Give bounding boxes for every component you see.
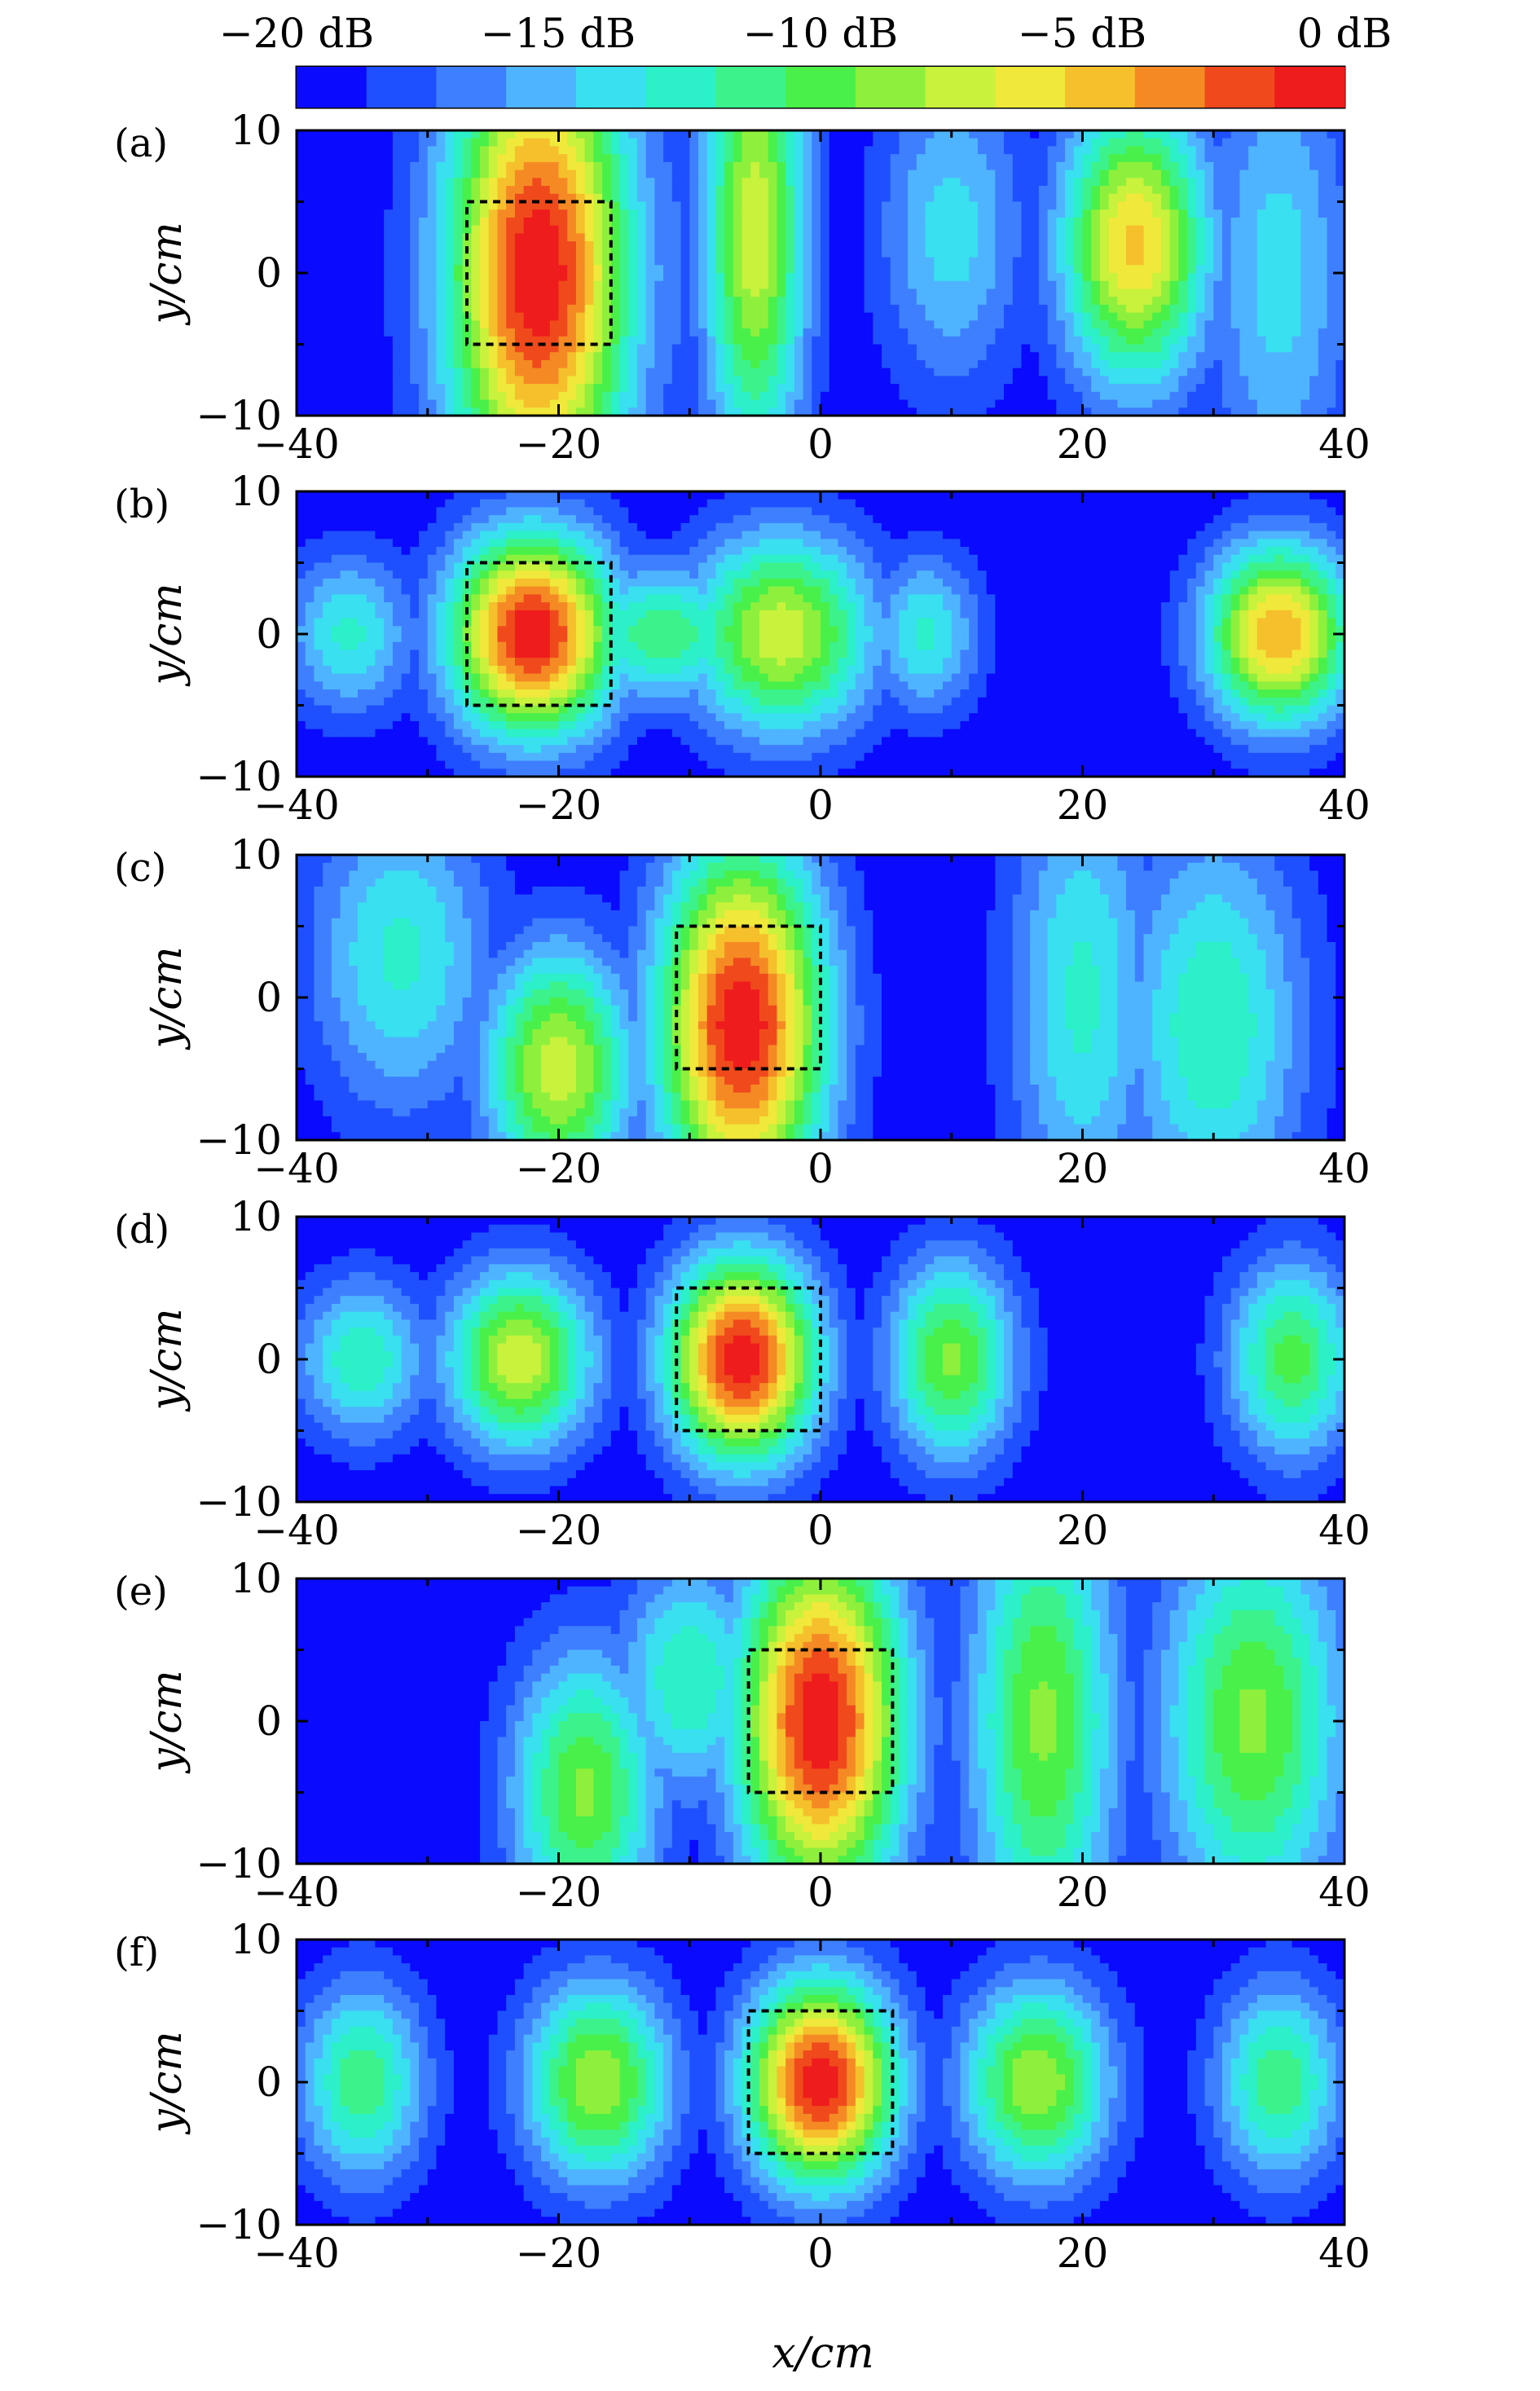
y-tick-label: −10 [196,1840,282,1887]
y-axis-title: y/cm [143,222,191,325]
colorbar-band [576,67,647,108]
x-tick-label: −20 [516,1869,602,1916]
x-tick-label: −20 [516,782,602,829]
x-tick-label: 40 [1318,421,1371,468]
x-tick-label: 0 [807,1869,834,1916]
y-axis-title: y/cm [143,1670,191,1773]
x-tick-label: 40 [1318,1145,1371,1192]
x-tick-label: 20 [1057,421,1109,468]
colorbar-band [715,67,786,108]
x-axis-title: x/cm [772,2329,873,2378]
y-tick-label: 0 [256,2059,282,2106]
heatmap-field [297,130,1345,416]
colorbar-label-4: −5 dB [1018,10,1146,57]
x-tick-label: 40 [1318,1507,1371,1554]
panel-tag: (c) [114,845,166,891]
panel-tag: (e) [114,1569,168,1614]
colorbar-band [367,67,438,108]
colorbar-band [1205,67,1276,108]
colorbar-band [926,67,997,108]
panel-tag: (b) [114,482,169,527]
y-axis-title: y/cm [143,946,191,1050]
x-tick-label: −20 [516,2230,602,2277]
panel-tag: (a) [114,121,168,166]
x-tick-label: 20 [1057,782,1109,829]
x-tick-label: 0 [807,421,834,468]
panel-tag: (d) [114,1207,169,1253]
y-tick-label: −10 [196,1116,282,1164]
y-tick-label: 0 [256,249,282,297]
y-tick-label: 0 [256,974,282,1021]
y-axis-title: y/cm [143,583,191,686]
colorbar-band [1274,67,1345,108]
heatmap-field [297,1579,1345,1865]
x-tick-label: 0 [807,2230,834,2277]
x-tick-label: 20 [1057,2230,1109,2277]
x-tick-label: 20 [1057,1869,1109,1916]
colorbar-band [1135,67,1206,108]
y-axis-title: y/cm [143,2031,191,2134]
y-tick-label: 0 [256,1697,282,1745]
x-tick-label: 20 [1057,1507,1109,1554]
colorbar-band [297,67,367,108]
x-tick-label: 0 [807,1507,834,1554]
colorbar: −20 dB −15 dB −10 dB −5 dB 0 dB [219,10,1392,108]
x-tick-label: 0 [807,1145,834,1192]
y-tick-label: 10 [230,1916,282,1963]
x-tick-label: −20 [516,421,602,468]
colorbar-band [646,67,717,108]
y-tick-label: 10 [230,107,282,154]
y-tick-label: 10 [230,831,282,878]
y-tick-label: 10 [230,1555,282,1602]
y-tick-label: −10 [196,753,282,800]
y-tick-label: −10 [196,2201,282,2248]
colorbar-label-3: −10 dB [743,10,898,57]
colorbar-label-2: −15 dB [481,10,636,57]
x-tick-label: −20 [516,1507,602,1554]
y-tick-label: −10 [196,392,282,439]
heatmap-field [297,1940,1345,2226]
y-tick-label: 0 [256,1336,282,1383]
colorbar-band [436,67,507,108]
colorbar-band [785,67,856,108]
y-tick-label: 0 [256,610,282,658]
colorbar-bands [297,67,1345,108]
x-tick-label: 40 [1318,1869,1371,1916]
y-tick-label: 10 [230,468,282,515]
x-tick-label: 0 [807,782,834,829]
heatmap-field [297,491,1345,777]
colorbar-band [1065,67,1136,108]
colorbar-label-min: −20 dB [219,10,374,57]
x-tick-label: 40 [1318,782,1371,829]
y-axis-title: y/cm [143,1308,191,1411]
colorbar-label-max: 0 dB [1297,10,1392,57]
x-tick-label: 40 [1318,2230,1371,2277]
panel-tag: (f) [114,1930,159,1975]
x-tick-label: −20 [516,1145,602,1192]
y-tick-label: 10 [230,1193,282,1240]
colorbar-band [856,67,926,108]
colorbar-band [506,67,577,108]
colorbar-band [995,67,1066,108]
x-tick-label: 20 [1057,1145,1109,1192]
y-tick-label: −10 [196,1478,282,1526]
